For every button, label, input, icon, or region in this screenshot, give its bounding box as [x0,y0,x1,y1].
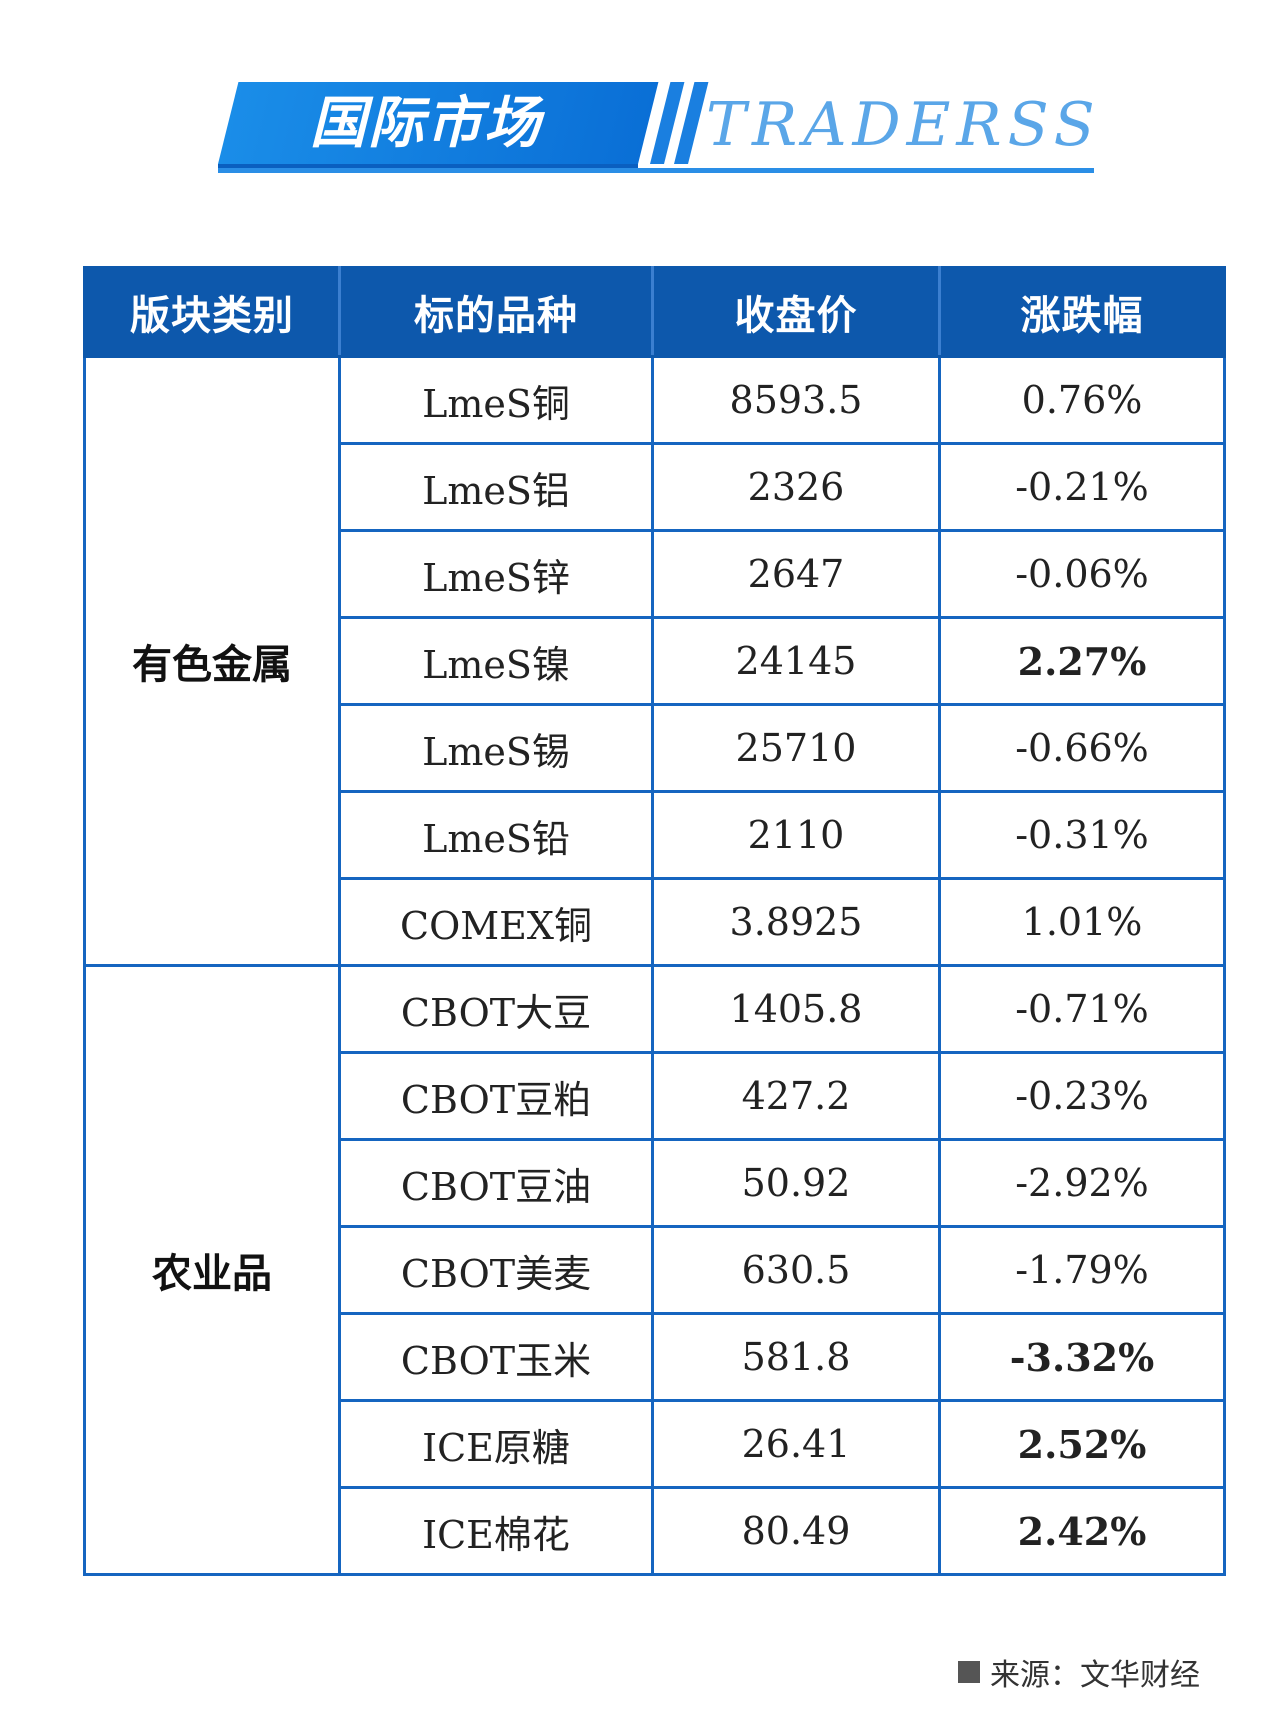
change-cell: 0.76% [938,355,1226,445]
table-row: ICE原糖 26.41 2.52% [85,1399,1226,1489]
header-change: 涨跌幅 [938,266,1226,358]
table-row: CBOT豆油 50.92 -2.92% [85,1138,1226,1228]
change-cell: -0.21% [938,442,1226,532]
change-cell: -1.79% [938,1225,1226,1315]
instrument-cell: LmeS锡 [338,703,654,793]
instrument-cell: CBOT大豆 [338,964,654,1054]
close-price-cell: 1405.8 [651,964,941,1054]
instrument-cell: LmeS锌 [338,529,654,619]
close-price-cell: 2110 [651,790,941,880]
change-cell: -0.06% [938,529,1226,619]
close-price-cell: 427.2 [651,1051,941,1141]
table-row: LmeS锌 2647 -0.06% [85,529,1226,619]
close-price-cell: 24145 [651,616,941,706]
category-cell: 有色金属 [83,355,341,967]
change-cell: 2.42% [938,1486,1226,1576]
instrument-cell: CBOT豆油 [338,1138,654,1228]
table-row: COMEX铜 3.8925 1.01% [85,877,1226,967]
instrument-cell: CBOT玉米 [338,1312,654,1402]
table-header-row: 版块类别 标的品种 收盘价 涨跌幅 [83,266,1226,358]
close-price-cell: 80.49 [651,1486,941,1576]
change-cell: -0.71% [938,964,1226,1054]
header-close-price: 收盘价 [651,266,941,358]
close-price-cell: 630.5 [651,1225,941,1315]
table-row: CBOT美麦 630.5 -1.79% [85,1225,1226,1315]
close-price-cell: 3.8925 [651,877,941,967]
change-cell: 1.01% [938,877,1226,967]
change-cell: 2.52% [938,1399,1226,1489]
header-instrument: 标的品种 [338,266,654,358]
table-row: 有色金属 LmeS铜 8593.5 0.76% [83,355,1226,967]
banner-brand: TRADERSS [706,90,1101,160]
close-price-cell: 50.92 [651,1138,941,1228]
banner-title: 国际市场 [310,90,542,156]
change-cell: 2.27% [938,616,1226,706]
table-row: LmeS镍 24145 2.27% [85,616,1226,706]
close-price-cell: 8593.5 [651,355,941,445]
instrument-cell: CBOT豆粕 [338,1051,654,1141]
source-text: 来源：文华财经 [990,1658,1200,1693]
page-banner: 国际市场 TRADERSS [218,82,1095,178]
instrument-cell: CBOT美麦 [338,1225,654,1315]
change-cell: -0.23% [938,1051,1226,1141]
square-bullet-icon [958,1661,980,1683]
close-price-cell: 2647 [651,529,941,619]
table-row: 农业品 CBOT大豆 1405.8 -0.71% [83,964,1226,1576]
banner-title-underline [218,164,638,168]
table-row: CBOT玉米 581.8 -3.32% [85,1312,1226,1402]
header-category: 版块类别 [83,266,341,358]
change-cell: -3.32% [938,1312,1226,1402]
source-note: 来源：文华财经 [958,1650,1200,1694]
banner-underline [218,168,1094,173]
table-body: 有色金属 LmeS铜 8593.5 0.76% LmeS铝 2326 -0.21% LmeS锌… [83,355,1226,1576]
instrument-cell: LmeS铜 [338,355,654,445]
close-price-cell: 2326 [651,442,941,532]
table-row: LmeS铝 2326 -0.21% [85,442,1226,532]
instrument-cell: COMEX铜 [338,877,654,967]
instrument-cell: LmeS镍 [338,616,654,706]
table-row: CBOT豆粕 427.2 -0.23% [85,1051,1226,1141]
change-cell: -0.31% [938,790,1226,880]
table-row: LmeS铅 2110 -0.31% [85,790,1226,880]
change-cell: -2.92% [938,1138,1226,1228]
instrument-cell: LmeS铅 [338,790,654,880]
instrument-cell: ICE棉花 [338,1486,654,1576]
instrument-cell: ICE原糖 [338,1399,654,1489]
close-price-cell: 25710 [651,703,941,793]
change-cell: -0.66% [938,703,1226,793]
category-cell: 农业品 [83,964,341,1576]
table-row: ICE棉花 80.49 2.42% [85,1486,1226,1576]
table-row: LmeS锡 25710 -0.66% [85,703,1226,793]
close-price-cell: 581.8 [651,1312,941,1402]
market-table: 版块类别 标的品种 收盘价 涨跌幅 有色金属 LmeS铜 8593.5 0.76% Lm… [83,266,1226,1576]
instrument-cell: LmeS铝 [338,442,654,532]
close-price-cell: 26.41 [651,1399,941,1489]
